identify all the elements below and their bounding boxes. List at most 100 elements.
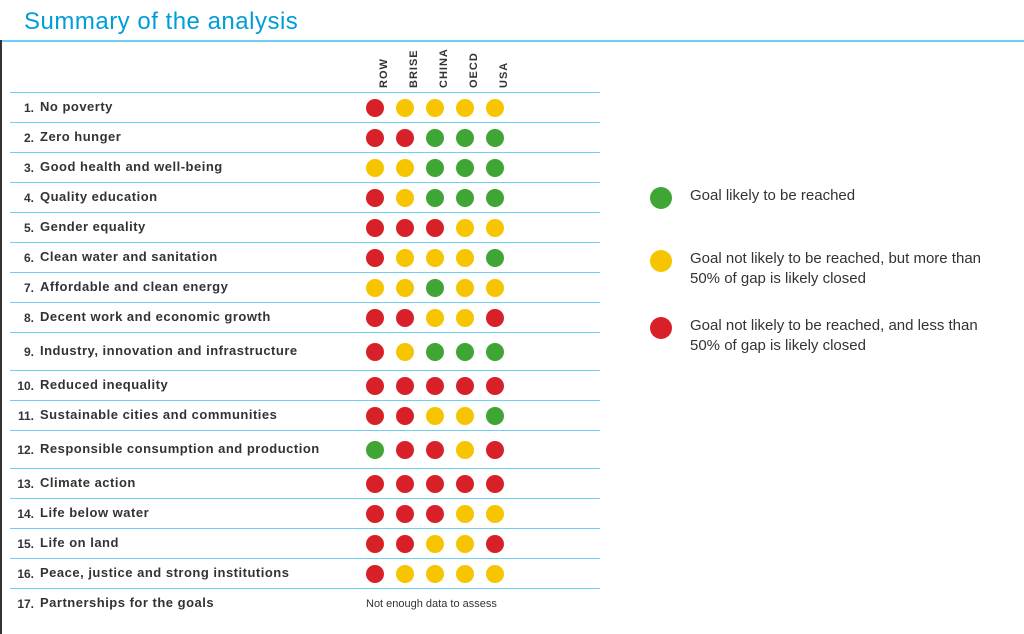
status-dot-yellow: [426, 535, 444, 553]
legend-item: Goal not likely to be reached, but more …: [650, 249, 1000, 288]
status-dot-yellow: [426, 249, 444, 267]
table-row: 9.Industry, innovation and infrastructur…: [10, 332, 600, 370]
status-dots: [360, 219, 504, 237]
status-dot-yellow: [396, 99, 414, 117]
table-row: 6.Clean water and sanitation: [10, 242, 600, 272]
status-dot-green: [456, 189, 474, 207]
status-dot-red: [396, 309, 414, 327]
status-dot-green: [426, 279, 444, 297]
table-row: 11.Sustainable cities and communities: [10, 400, 600, 430]
status-dots: [360, 249, 504, 267]
row-number: 17.: [10, 597, 40, 611]
table-row: 5.Gender equality: [10, 212, 600, 242]
rows-container: 1.No poverty2.Zero hunger3.Good health a…: [10, 92, 600, 618]
status-dot-red: [366, 249, 384, 267]
status-dot-green: [456, 159, 474, 177]
status-dot-red: [456, 377, 474, 395]
legend: Goal likely to be reached Goal not likely…: [600, 46, 1000, 618]
row-number: 12.: [10, 443, 40, 457]
status-dot-red: [366, 475, 384, 493]
status-dot-yellow: [486, 505, 504, 523]
status-dot-red: [486, 309, 504, 327]
status-dot-green: [426, 159, 444, 177]
status-dot-green: [486, 249, 504, 267]
status-dots: [360, 99, 504, 117]
status-dot-red: [366, 343, 384, 361]
row-number: 4.: [10, 191, 40, 205]
table-row: 3.Good health and well-being: [10, 152, 600, 182]
row-label: Gender equality: [40, 220, 360, 235]
status-dots: [360, 309, 504, 327]
status-dot-red: [366, 99, 384, 117]
content-area: ROWBRISECHINAOECDUSA 1.No poverty2.Zero …: [0, 42, 1024, 618]
column-headers: ROWBRISECHINAOECDUSA: [10, 46, 600, 90]
status-dot-green: [486, 159, 504, 177]
column-header-label: USA: [498, 62, 510, 88]
row-label: Partnerships for the goals: [40, 596, 360, 611]
status-dot-red: [366, 407, 384, 425]
status-dot-yellow: [426, 565, 444, 583]
status-dot-yellow: [366, 159, 384, 177]
table-row: 7.Affordable and clean energy: [10, 272, 600, 302]
status-dot-red: [456, 475, 474, 493]
row-number: 16.: [10, 567, 40, 581]
status-dot-yellow: [456, 249, 474, 267]
status-dot-red: [426, 505, 444, 523]
status-dot-yellow: [486, 219, 504, 237]
status-dot-yellow: [396, 189, 414, 207]
table-row: 8.Decent work and economic growth: [10, 302, 600, 332]
status-dot-yellow: [456, 505, 474, 523]
row-label: Affordable and clean energy: [40, 280, 360, 295]
column-header-label: CHINA: [438, 48, 450, 88]
row-label: Zero hunger: [40, 130, 360, 145]
frame-left-border: [0, 40, 2, 634]
row-label: Peace, justice and strong institutions: [40, 566, 360, 581]
table-row: 10.Reduced inequality: [10, 370, 600, 400]
table-row: 13.Climate action: [10, 468, 600, 498]
legend-text: Goal likely to be reached: [690, 186, 855, 206]
legend-text: Goal not likely to be reached, but more …: [690, 249, 1000, 288]
status-dot-yellow: [486, 279, 504, 297]
row-number: 8.: [10, 311, 40, 325]
row-label: Life below water: [40, 506, 360, 521]
status-dot-yellow: [396, 565, 414, 583]
row-number: 7.: [10, 281, 40, 295]
status-dot-red: [396, 407, 414, 425]
status-dots: [360, 441, 504, 459]
status-dot-yellow: [396, 343, 414, 361]
legend-dot-yellow: [650, 250, 672, 272]
status-dot-red: [396, 505, 414, 523]
status-dot-green: [486, 129, 504, 147]
table-row: 2.Zero hunger: [10, 122, 600, 152]
table-row: 16.Peace, justice and strong institution…: [10, 558, 600, 588]
analysis-table: ROWBRISECHINAOECDUSA 1.No poverty2.Zero …: [0, 46, 600, 618]
status-dot-red: [426, 441, 444, 459]
legend-item: Goal not likely to be reached, and less …: [650, 316, 1000, 355]
table-row: 17.Partnerships for the goalsNot enough …: [10, 588, 600, 618]
column-header: USA: [492, 46, 522, 90]
status-dot-red: [486, 441, 504, 459]
status-dot-green: [486, 189, 504, 207]
row-number: 14.: [10, 507, 40, 521]
status-dot-green: [456, 129, 474, 147]
status-dot-red: [396, 377, 414, 395]
status-dot-green: [486, 407, 504, 425]
table-row: 1.No poverty: [10, 92, 600, 122]
status-dot-yellow: [426, 309, 444, 327]
status-dots: [360, 377, 504, 395]
status-dots: [360, 159, 504, 177]
status-dots: [360, 407, 504, 425]
row-number: 5.: [10, 221, 40, 235]
column-header-label: BRISE: [408, 49, 420, 88]
status-dots: [360, 505, 504, 523]
row-label: Clean water and sanitation: [40, 250, 360, 265]
status-dot-green: [426, 129, 444, 147]
status-dot-red: [396, 129, 414, 147]
status-dot-red: [426, 475, 444, 493]
status-dot-yellow: [426, 407, 444, 425]
status-dot-yellow: [456, 535, 474, 553]
row-number: 13.: [10, 477, 40, 491]
status-dot-yellow: [366, 279, 384, 297]
row-label: No poverty: [40, 100, 360, 115]
status-dots: [360, 535, 504, 553]
